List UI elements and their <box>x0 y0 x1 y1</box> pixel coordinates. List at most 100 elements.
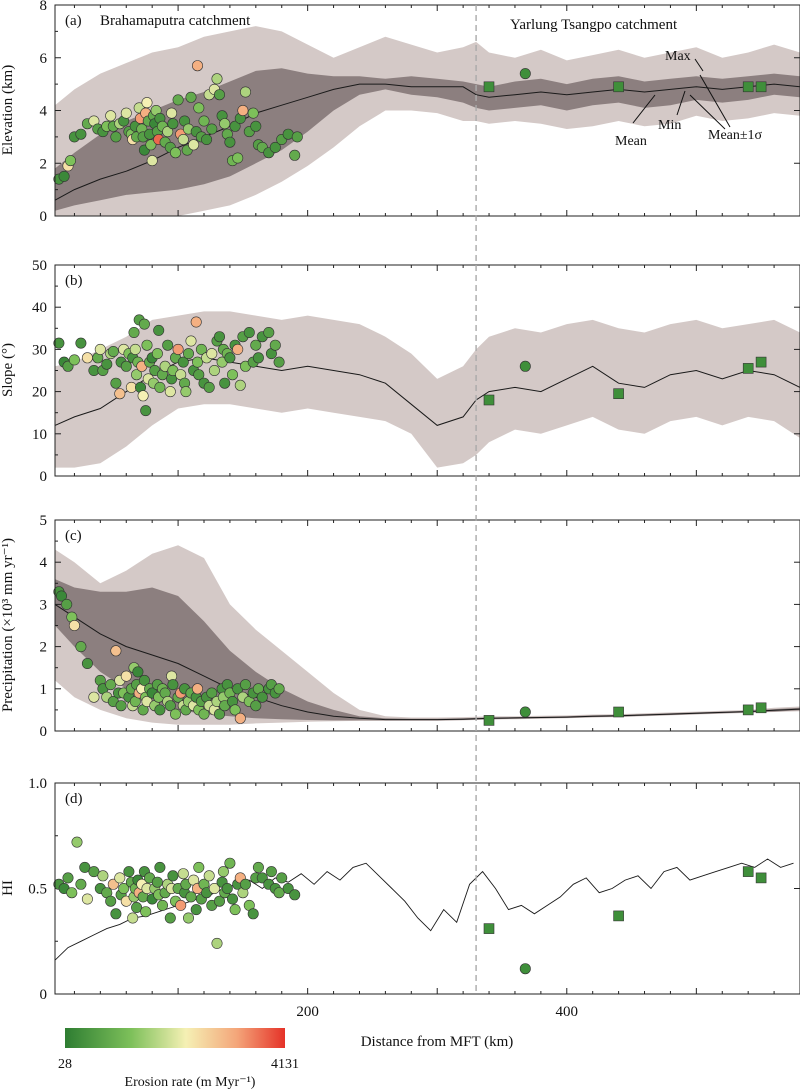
erosion-sample-point <box>188 139 200 151</box>
panel-precipitation: 0 1 2 3 4 5 (c) <box>40 513 800 740</box>
erosion-sample-point <box>68 354 80 366</box>
erosion-sample-point <box>164 700 176 712</box>
erosion-sample-point <box>140 906 152 918</box>
erosion-sample-point <box>219 377 231 389</box>
erosion-sample-point <box>154 704 166 716</box>
erosion-sample-point <box>193 861 205 873</box>
y-tick-label: 2 <box>40 156 48 172</box>
erosion-sample-point <box>289 889 301 901</box>
erosion-sample-point <box>175 899 187 911</box>
erosion-sample-point <box>214 708 226 720</box>
erosion-sample-point <box>229 120 241 132</box>
erosion-sample-point <box>131 369 143 381</box>
panel-a-frame <box>54 4 800 217</box>
erosion-sample-point <box>273 683 285 695</box>
erosion-sample-point <box>66 887 78 899</box>
river-sample-square <box>755 872 767 884</box>
erosion-sample-point <box>250 120 262 132</box>
erosion-sample-point <box>65 155 76 167</box>
erosion-sample-point <box>237 105 249 117</box>
river-sample-square <box>755 702 767 714</box>
annotation-sigma: Mean±1σ <box>708 128 763 143</box>
erosion-sample-point <box>203 870 215 882</box>
arrow-min <box>676 90 686 116</box>
erosion-sample-point <box>123 866 135 878</box>
erosion-sample-point <box>206 123 218 135</box>
erosion-sample-point <box>177 868 189 880</box>
erosion-sample-point <box>183 912 195 924</box>
river-sample-square <box>483 394 495 406</box>
river-sample-square <box>613 910 624 922</box>
erosion-sample-point <box>192 683 204 695</box>
erosion-sample-point <box>193 102 205 114</box>
panel-c-frame <box>54 519 800 732</box>
erosion-sample-point <box>224 136 236 148</box>
erosion-sample-point <box>250 700 262 712</box>
erosion-sample-point <box>206 687 218 699</box>
erosion-sample-point <box>162 126 174 138</box>
erosion-sample-point <box>75 878 87 890</box>
erosion-sample-point <box>192 356 204 368</box>
y-tick-label: 0.5 <box>28 882 47 898</box>
y-tick-label: 8 <box>40 0 48 14</box>
erosion-sample-point <box>128 326 140 338</box>
erosion-sample-point <box>265 866 277 878</box>
erosion-sample-point <box>211 73 223 85</box>
erosion-sample-point <box>167 118 179 130</box>
erosion-sample-point <box>224 352 236 364</box>
erosion-sample-point <box>269 141 281 153</box>
erosion-sample-point <box>68 620 80 632</box>
erosion-sample-point <box>94 343 106 355</box>
erosion-sample-point <box>167 679 179 691</box>
colorbar-title: Erosion rate (m Myr⁻¹) <box>125 1075 256 1090</box>
erosion-sample-point <box>75 337 87 349</box>
river-sample-square <box>483 923 495 934</box>
y-tick-label: 10 <box>32 427 47 443</box>
erosion-sample-point <box>110 377 122 389</box>
erosion-sample-point <box>208 883 220 895</box>
erosion-sample-point <box>250 339 262 351</box>
erosion-sample-point <box>229 704 241 716</box>
x-tick-label: 200 <box>296 1004 319 1020</box>
erosion-sample-point <box>105 679 117 691</box>
annotation-mean: Mean <box>615 134 647 149</box>
erosion-sample-point <box>214 89 226 101</box>
erosion-sample-point <box>240 878 252 890</box>
arrow-sigma-upper <box>699 74 731 128</box>
y-tick-label: 0 <box>40 987 48 1003</box>
erosion-sample-point <box>157 899 169 911</box>
erosion-sample-point <box>172 343 184 355</box>
river-sample-square <box>613 388 624 399</box>
annotation-min: Min <box>658 118 681 133</box>
region-label-brahmaputra: Brahamaputra catchment <box>100 13 251 29</box>
erosion-sample-point <box>183 348 195 360</box>
panel-b-marks: 0 10 20 30 40 50 <box>32 258 800 485</box>
panel-hypsometric-integral: 0 0.5 1.0 (d) <box>28 776 800 1003</box>
erosion-sample-point <box>166 107 178 119</box>
erosion-sample-point <box>208 365 220 377</box>
erosion-sample-point <box>107 346 119 358</box>
ylabel-slope: Slope (°) <box>0 343 16 397</box>
y-tick-label: 4 <box>40 104 48 120</box>
erosion-sample-point <box>75 128 87 140</box>
erosion-sample-point <box>227 893 239 905</box>
river-sample-square <box>613 81 624 93</box>
erosion-sample-point <box>118 883 130 895</box>
xlabel: Distance from MFT (km) <box>361 1034 514 1050</box>
erosion-sample-point <box>221 883 233 895</box>
river-sample-square <box>742 866 754 877</box>
erosion-sample-point <box>153 324 165 336</box>
panel-elevation: 0 2 4 6 8 (a) Brahamaputra catchment Yarlung… <box>40 0 800 225</box>
tsangpo-sample-point <box>519 360 531 372</box>
y-tick-label: 1.0 <box>28 776 47 792</box>
erosion-sample-point <box>177 356 189 368</box>
erosion-sample-point <box>164 912 176 924</box>
erosion-sample-point <box>252 861 264 873</box>
y-tick-label: 0 <box>40 724 48 740</box>
erosion-sample-point <box>232 152 244 164</box>
panel-d-tag: (d) <box>65 791 83 807</box>
erosion-sample-point <box>195 343 207 355</box>
tsangpo-sample-point <box>519 68 531 80</box>
tsangpo-sample-point <box>519 706 531 718</box>
